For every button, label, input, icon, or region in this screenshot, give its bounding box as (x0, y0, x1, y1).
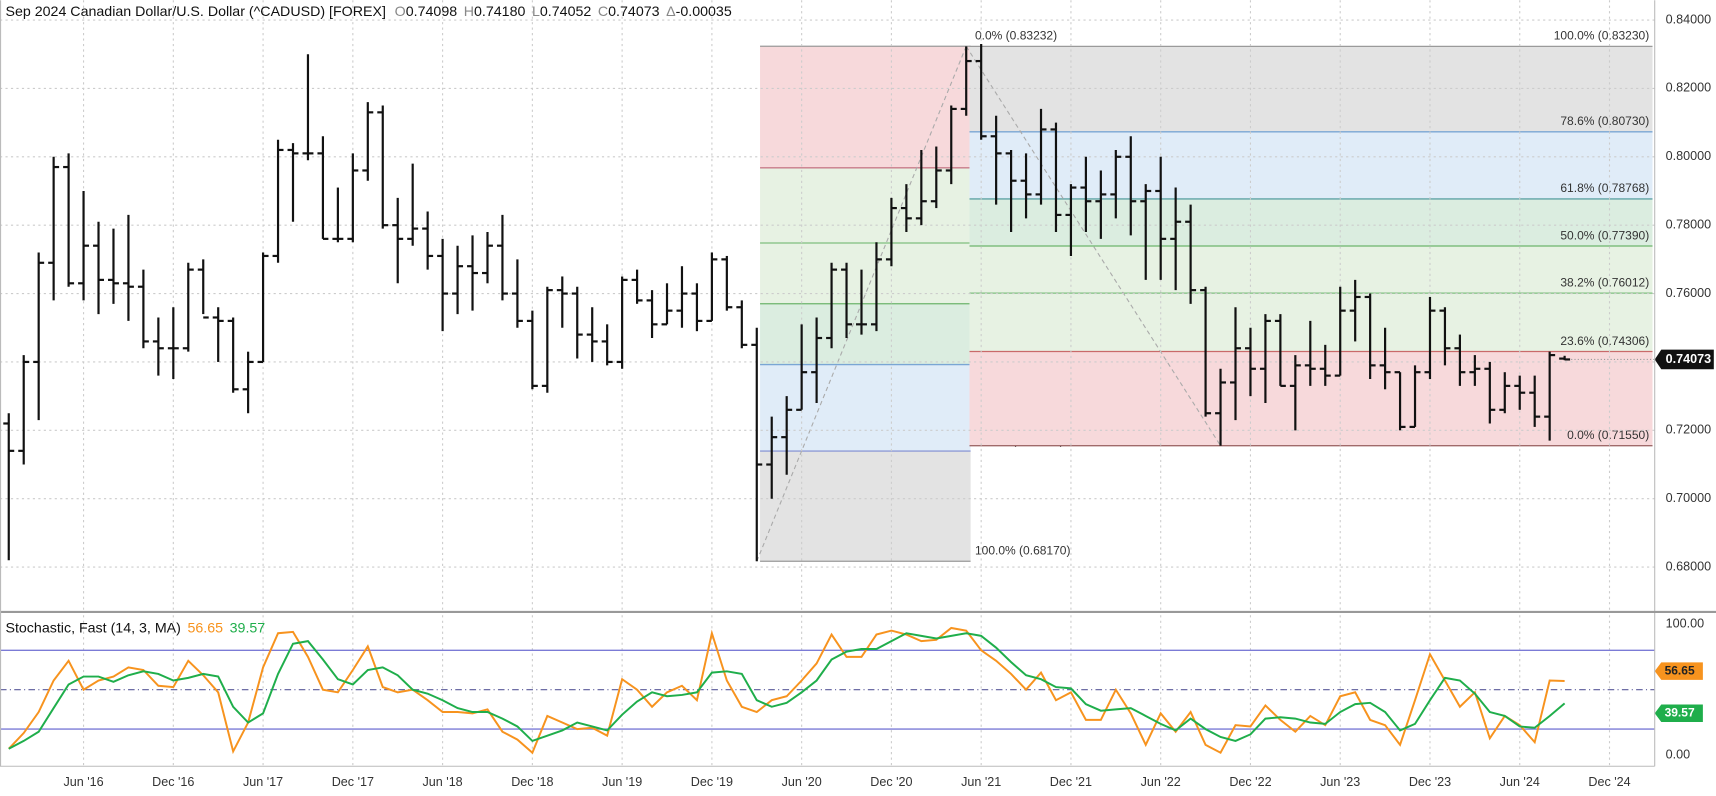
fib-label: 0.0% (0.71550) (1567, 428, 1649, 442)
x-tick-label: Dec '17 (332, 775, 374, 789)
stoch-title: Stochastic, Fast (14, 3, MA) (5, 620, 180, 636)
header: Sep 2024 Canadian Dollar/U.S. Dollar (^C… (5, 4, 731, 20)
y-tick-label: 0.78000 (1666, 218, 1711, 232)
value-tag-label: 56.65 (1665, 663, 1695, 677)
fib-zone (760, 46, 971, 168)
quote-key: L (532, 4, 540, 20)
fib-trend-line (965, 46, 1221, 447)
fib-zone (969, 246, 1653, 294)
value-tag (1654, 704, 1703, 723)
fib-zone (760, 167, 971, 244)
x-tick-label: Jun '24 (1500, 775, 1540, 789)
quote-value: 0.74052 (540, 4, 591, 20)
quote-value: 0.74073 (608, 4, 659, 20)
quote-key: C (598, 4, 608, 20)
fib-zone (969, 198, 1653, 247)
value-tag-label: 39.57 (1665, 705, 1695, 719)
quote-value: -0.00035 (676, 4, 732, 20)
y-tick-label: 0.68000 (1666, 559, 1711, 573)
quote-value: 0.74098 (406, 4, 457, 20)
x-tick-label: Jun '19 (602, 775, 642, 789)
fib-zone (760, 303, 971, 365)
last-price-tag (1654, 349, 1714, 370)
x-tick-label: Dec '19 (691, 775, 733, 789)
y-tick-label: 0.84000 (1666, 12, 1711, 26)
fib-label: 50.0% (0.77390) (1560, 228, 1649, 242)
fib-label: 78.6% (0.80730) (1560, 114, 1649, 128)
fib-zone (760, 364, 971, 452)
x-tick-label: Jun '20 (782, 775, 822, 789)
y-tick-label: 0.80000 (1666, 149, 1711, 163)
y-tick-label: 0.72000 (1666, 423, 1711, 437)
y-tick-label: 0.82000 (1666, 81, 1711, 95)
x-tick-label: Dec '16 (152, 775, 194, 789)
last-price-label: 0.74073 (1666, 352, 1711, 366)
fib-label: 100.0% (0.68170) (975, 544, 1071, 558)
y-tick-label: 0.76000 (1666, 286, 1711, 300)
fib-label: 38.2% (0.76012) (1560, 275, 1649, 289)
x-tick-label: Jun '21 (961, 775, 1001, 789)
fib-zone (969, 46, 1653, 132)
x-tick-label: Jun '16 (63, 775, 103, 789)
stoch-line (8, 632, 1566, 750)
x-tick-label: Jun '22 (1141, 775, 1181, 789)
fib-label: 23.6% (0.74306) (1560, 334, 1649, 348)
stoch-d-value: 39.57 (230, 620, 266, 636)
fib-label: 100.0% (0.83230) (1554, 29, 1650, 43)
fib-zone (760, 243, 971, 304)
fib-layer: 0.0% (0.83232)23.6% (0.79677)38.2% (0.77… (756, 29, 1653, 562)
fib-zone (760, 451, 971, 562)
x-tick-label: Dec '23 (1409, 775, 1451, 789)
x-tick-label: Dec '22 (1229, 775, 1271, 789)
fib-label: 61.8% (0.78768) (1560, 181, 1649, 195)
stoch-header: Stochastic, Fast (14, 3, MA) 56.65 39.57 (5, 620, 265, 636)
y-tick-label: 0.00 (1666, 748, 1690, 762)
y-tick-label: 0.70000 (1666, 491, 1711, 505)
mark-layer: 0.74073 56.65 39.57 (3, 43, 1714, 755)
stoch-k-value: 56.65 (187, 620, 223, 636)
quote-key: H (464, 4, 474, 20)
x-tick-label: Dec '21 (1050, 775, 1092, 789)
y-tick-label: 100.00 (1666, 616, 1704, 630)
quote-key: Δ (666, 4, 676, 20)
quote-value: 0.74180 (474, 4, 525, 20)
value-tag (1654, 662, 1703, 680)
x-tick-label: Jun '17 (243, 775, 283, 789)
fib-label: 0.0% (0.83232) (975, 29, 1057, 43)
x-tick-label: Dec '24 (1588, 775, 1630, 789)
x-tick-label: Jun '18 (423, 775, 463, 789)
x-tick-label: Jun '23 (1320, 775, 1360, 789)
quote-key: O (395, 4, 406, 20)
x-tick-label: Dec '18 (511, 775, 553, 789)
x-tick-label: Dec '20 (870, 775, 912, 789)
chart-title: Sep 2024 Canadian Dollar/U.S. Dollar (^C… (5, 4, 385, 20)
